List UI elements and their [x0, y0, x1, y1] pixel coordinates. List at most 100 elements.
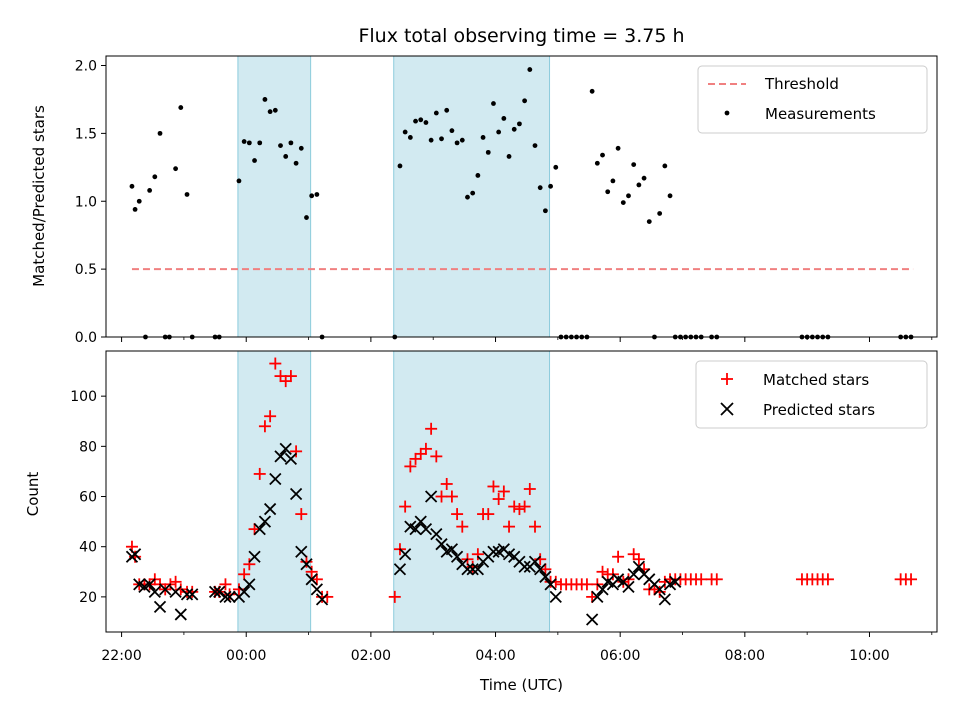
matched-star-point	[419, 442, 432, 455]
predicted-star-point	[263, 502, 277, 516]
matched-star-point	[219, 578, 232, 591]
measurement-point	[428, 137, 434, 143]
predicted-star-point	[518, 560, 531, 573]
matched-star-point	[414, 447, 427, 460]
top-subplot: 0.0 0.5 1.0 1.5 2.0 Flux total observing tim…	[30, 25, 938, 346]
matched-star-point	[695, 573, 708, 586]
predicted-star-point	[393, 563, 407, 576]
predicted-star-point	[305, 573, 318, 586]
measurement-point	[465, 194, 470, 200]
matched-star-point	[300, 555, 313, 568]
measurement-point	[527, 67, 533, 72]
bottom-x-ticks: 22:00 00:00 02:00 04:00 06:00 08:00 10:00	[101, 632, 933, 664]
top-shaded-spans	[237, 56, 551, 337]
measurement-point	[407, 135, 413, 140]
bottom-plot-frame	[105, 350, 938, 633]
predicted-star-point	[399, 548, 412, 561]
measurement-point	[413, 118, 418, 124]
measurement-point	[553, 164, 559, 170]
measurement-point	[423, 120, 429, 125]
measurement-point	[262, 97, 268, 102]
predicted-star-point	[208, 585, 222, 598]
measurement-point	[236, 178, 242, 184]
measurement-point	[542, 208, 548, 214]
legend-predicted-label: Predicted stars	[763, 401, 875, 419]
measurement-point	[173, 166, 178, 172]
predicted-star-point	[591, 590, 604, 604]
measurement-point	[272, 107, 278, 113]
measurement-point	[252, 158, 257, 163]
predicted-star-point	[310, 583, 324, 596]
predicted-star-point	[315, 593, 329, 606]
bottom-y-ticks: 20 40 60 80 100	[70, 389, 106, 606]
measurement-point	[491, 101, 496, 106]
predicted-star-point	[243, 578, 256, 591]
top-plot-frame	[105, 55, 938, 338]
predicted-star-point	[148, 585, 161, 598]
predicted-star-point	[424, 490, 438, 503]
bottom-legend: Matched stars Predicted stars	[695, 360, 928, 429]
measurement-point	[636, 182, 642, 188]
predicted-star-point	[669, 575, 682, 588]
predicted-star-point	[653, 583, 666, 596]
measurement-point	[532, 143, 538, 148]
top-x-ticks	[121, 337, 933, 342]
predicted-star-point	[174, 608, 187, 621]
matched-star-point	[404, 460, 417, 473]
measurement-point	[136, 198, 142, 204]
legend-measurements-label: Measurements	[765, 105, 876, 123]
matched-star-point	[223, 588, 236, 601]
matched-star-point	[409, 452, 422, 465]
predicted-star-point	[658, 593, 671, 606]
matched-star-point	[169, 575, 182, 588]
measurement-point	[178, 105, 184, 110]
x-tick-label: 10:00	[849, 648, 889, 664]
predicted-star-point	[279, 442, 292, 455]
y-tick-label: 20	[79, 590, 97, 606]
measurement-point	[454, 140, 460, 146]
measurement-point	[620, 200, 626, 206]
measurement-point	[257, 140, 263, 146]
matched-star-point	[549, 575, 562, 588]
matched-star-point	[580, 578, 593, 591]
predicted-star-point	[219, 590, 232, 604]
matched-star-point	[482, 508, 495, 521]
measurement-point	[418, 117, 424, 123]
matched-star-point	[435, 490, 448, 503]
measurement-point	[267, 109, 273, 115]
shaded-span	[237, 56, 311, 337]
y-tick-label: 40	[79, 540, 97, 556]
measurement-point	[157, 130, 163, 136]
matched-star-point	[388, 590, 401, 603]
matched-star-point	[295, 508, 308, 521]
matched-star-point	[503, 520, 516, 533]
measurement-point	[298, 145, 304, 151]
measurement-point	[278, 143, 283, 148]
predicted-star-point	[186, 588, 199, 601]
measurement-point	[496, 129, 502, 135]
matched-star-point	[497, 485, 510, 498]
matched-star-point	[653, 585, 666, 598]
matched-star-point	[321, 590, 334, 603]
measurement-point	[433, 110, 439, 116]
measurement-point	[288, 140, 294, 146]
measurement-point	[485, 149, 491, 155]
matched-star-point	[305, 565, 318, 578]
matched-star-point	[445, 490, 458, 503]
matched-star-point	[425, 422, 438, 435]
y-tick-label: 2.0	[75, 59, 97, 75]
predicted-star-point	[549, 590, 562, 604]
predicted-star-point	[419, 522, 433, 536]
x-tick-label: 08:00	[725, 648, 765, 664]
matched-star-point	[399, 500, 412, 513]
top-measurement-points	[129, 67, 914, 340]
predicted-star-point	[585, 613, 599, 626]
measurement-point	[641, 175, 647, 181]
predicted-star-point	[238, 585, 251, 598]
x-tick-label: 04:00	[475, 648, 515, 664]
matched-star-point	[269, 357, 282, 370]
measurement-point	[626, 193, 631, 199]
matched-star-point	[186, 585, 199, 598]
x-tick-label: 06:00	[600, 648, 640, 664]
